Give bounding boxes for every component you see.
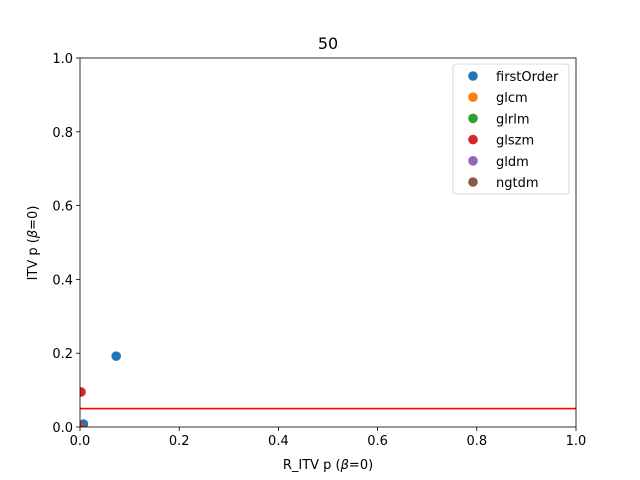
legend-label-glcm: glcm <box>496 91 528 106</box>
y-tick-label: 0.4 <box>52 273 73 288</box>
y-tick-label: 0.2 <box>52 347 73 362</box>
data-points <box>80 351 122 427</box>
point-firstOrder <box>111 351 122 361</box>
legend-label-gldm: gldm <box>496 155 529 170</box>
x-axis-label: R_ITV p (β=0) <box>283 458 373 473</box>
point-glszm <box>80 387 86 397</box>
legend-label-glszm: glszm <box>496 134 534 149</box>
x-tick-label: 0.4 <box>268 434 289 449</box>
point-ngtdm <box>80 421 86 427</box>
legend-marker-firstOrder <box>468 71 478 81</box>
x-axis-label-beta: β <box>340 458 349 473</box>
x-tick-label: 0.6 <box>367 434 388 449</box>
legend-marker-glszm <box>468 134 478 145</box>
x-tick-label: 0.8 <box>466 434 487 449</box>
y-tick-label: 1.0 <box>52 52 73 67</box>
y-tick-label: 0.8 <box>52 126 73 141</box>
y-axis-label-beta: β <box>26 230 41 239</box>
x-axis-label-prefix: R_ITV p ( <box>283 458 341 473</box>
x-axis-label-suffix: =0) <box>349 458 373 473</box>
legend-marker-ngtdm <box>468 177 478 187</box>
legend-box <box>452 63 570 195</box>
y-axis-label-suffix: =0) <box>26 206 41 230</box>
y-tick-label: 0.6 <box>52 200 73 215</box>
legend-marker-glcm <box>468 92 478 102</box>
plot-area: 0.0 0.2 0.4 0.6 0.8 1.0 0.0 0.2 0.4 0.6 0.8 1.0 <box>52 52 586 449</box>
x-tick-label: 1.0 <box>566 434 587 449</box>
legend: firstOrder glcm glrlm glszm gldm ngtdm <box>452 63 570 195</box>
axes-frame <box>79 57 577 428</box>
chart-title: 50 <box>318 34 338 53</box>
legend-label-ngtdm: ngtdm <box>496 176 539 191</box>
x-tick-label: 0.0 <box>70 434 91 449</box>
legend-marker-gldm <box>468 156 478 166</box>
legend-label-glrlm: glrlm <box>496 112 529 127</box>
y-axis-label: ITV p (β=0) <box>26 206 41 281</box>
x-tick-label: 0.2 <box>169 434 190 449</box>
y-tick-label: 0.0 <box>52 421 73 436</box>
legend-label-firstOrder: firstOrder <box>496 70 559 85</box>
y-axis-label-prefix: ITV p ( <box>26 238 41 280</box>
legend-marker-glrlm <box>468 113 478 124</box>
